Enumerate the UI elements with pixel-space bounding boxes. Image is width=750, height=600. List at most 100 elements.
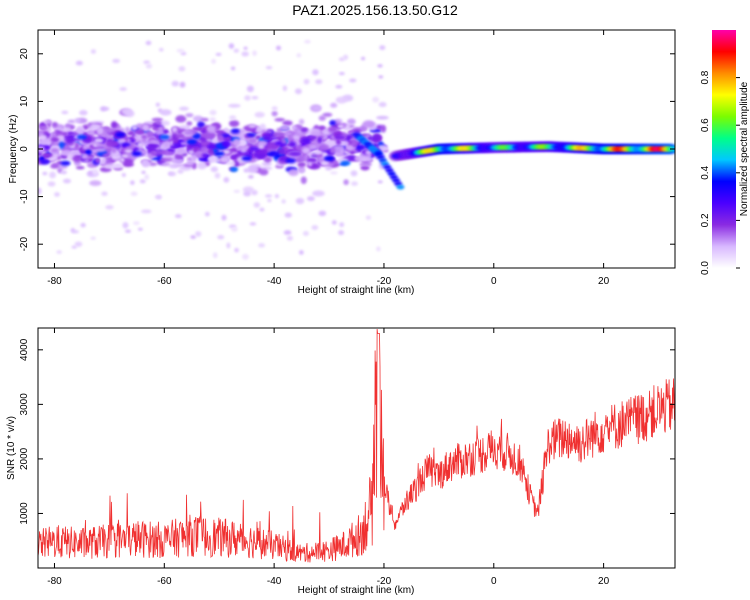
heatmap-blob [272, 131, 285, 138]
spectrogram-y-tick-label: 10 [19, 95, 30, 107]
heatmap-blob [281, 138, 287, 144]
spectrogram-y-tick-label: -10 [19, 189, 30, 204]
heatmap-blob [280, 125, 290, 131]
heatmap-blob [75, 166, 85, 170]
heatmap-blob [228, 103, 241, 108]
heatmap-blob [376, 246, 381, 252]
heatmap-blob [137, 227, 143, 231]
heatmap-blob [261, 161, 272, 167]
heatmap-blob [251, 189, 258, 196]
heatmap-blob [140, 209, 152, 214]
heatmap-blob [267, 199, 272, 203]
heatmap-blob [295, 197, 305, 205]
heatmap-blob [154, 195, 162, 199]
heatmap-blob [286, 235, 293, 241]
heatmap-blob [293, 156, 306, 163]
heatmap-blob [38, 145, 45, 154]
heatmap-blob [365, 215, 372, 220]
heatmap-blob [212, 252, 218, 259]
heatmap-blob [221, 214, 227, 221]
heatmap-blob [232, 138, 241, 146]
heatmap-blob [71, 245, 77, 249]
heatmap-blob [51, 121, 58, 128]
heatmap-blob [105, 205, 114, 210]
heatmap-blob [47, 181, 56, 187]
heatmap-blob [178, 66, 186, 72]
heatmap-blob [186, 160, 194, 166]
heatmap-blob [39, 125, 49, 131]
heatmap-blob [229, 115, 237, 120]
heatmap-blob [317, 136, 323, 144]
heatmap-blob [339, 149, 344, 154]
heatmap-blob [259, 207, 265, 212]
heatmap-blob [297, 161, 307, 168]
heatmap-blob [159, 120, 171, 126]
heatmap-blob [145, 63, 153, 69]
colorbar-tick-label: 0.8 [700, 70, 711, 84]
heatmap-blob [110, 121, 118, 128]
heatmap-blob [361, 133, 368, 137]
heatmap-blob [258, 243, 266, 248]
colorbar-tick-label: 0.6 [700, 118, 711, 132]
heatmap-blob [124, 126, 131, 134]
heatmap-blob [243, 168, 249, 173]
heatmap-blob [179, 81, 186, 88]
heatmap-blob [130, 138, 136, 143]
snr-x-tick-label: -20 [377, 576, 392, 587]
spectrogram-x-tick-label: 20 [598, 276, 610, 287]
heatmap-blob [231, 226, 238, 232]
heatmap-blob [102, 153, 111, 158]
heatmap-blob [306, 196, 315, 202]
heatmap-blob [331, 220, 337, 225]
heatmap-blob [349, 78, 357, 83]
heatmap-blob [42, 171, 48, 176]
heatmap-blob [287, 135, 294, 144]
snr-y-label: SNR (10 * v/v) [6, 416, 17, 480]
heatmap-blob [230, 161, 236, 166]
heatmap-blob [377, 64, 383, 68]
heatmap-blob [335, 138, 342, 146]
heatmap-blob [271, 110, 278, 117]
heatmap-blob [253, 202, 261, 208]
snr-frame [37, 327, 676, 569]
heatmap-blob [306, 157, 317, 163]
heatmap-blob [271, 106, 278, 111]
heatmap-blob [228, 120, 240, 128]
heatmap-blob [150, 157, 163, 161]
heatmap-blob [72, 155, 82, 163]
spectrogram-x-tick-label: -20 [377, 276, 392, 287]
heatmap-blob [323, 130, 330, 135]
heatmap-blob [61, 170, 67, 175]
snr-x-tick-label: 20 [598, 576, 610, 587]
heatmap-blob [167, 171, 173, 176]
heatmap-blob [133, 221, 140, 225]
heatmap-blob [53, 140, 59, 146]
heatmap-blob [92, 143, 98, 147]
heatmap-blob [362, 120, 375, 128]
heatmap-blob [111, 147, 117, 154]
heatmap-blob [324, 166, 333, 171]
heatmap-blob [119, 87, 127, 91]
heatmap-blob [61, 110, 69, 115]
heatmap-blob [318, 210, 327, 217]
heatmap-blob [141, 159, 151, 168]
heatmap-blob [334, 135, 346, 140]
heatmap-blob [246, 85, 254, 93]
heatmap-blob [139, 179, 146, 184]
heatmap-blob [74, 118, 82, 124]
heatmap-blob [302, 231, 309, 236]
heatmap-blob [248, 146, 261, 151]
heatmap-blob [148, 139, 160, 144]
heatmap-blob [318, 144, 330, 151]
heatmap-blob [130, 180, 135, 186]
heatmap-blob [50, 137, 60, 142]
heatmap-blob [335, 84, 343, 89]
heatmap-blob [95, 157, 101, 164]
heatmap-blob [103, 107, 110, 111]
heatmap-blob [288, 141, 297, 148]
snr-y-tick-label: 1000 [19, 502, 30, 525]
heatmap-blob [84, 149, 92, 155]
heatmap-blob [359, 162, 372, 167]
heatmap-blob [51, 145, 60, 150]
heatmap-blob [350, 170, 358, 177]
